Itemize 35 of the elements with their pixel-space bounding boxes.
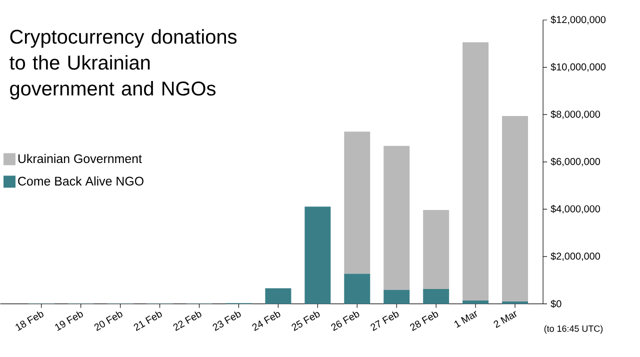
x-tick-label: 25 Feb (292, 312, 320, 332)
x-tick-label: 21 Feb (134, 312, 162, 332)
x-tick-label: 2 Mar (494, 311, 517, 328)
bar (462, 42, 489, 301)
x-tick-label: 26 Feb (331, 312, 360, 332)
y-tick-label: $10,000,000 (550, 63, 606, 72)
x-tick-label: 19 Feb (55, 312, 83, 331)
text: Cryptocurrency donations to the Ukrainian government and NGOs (10, 29, 237, 100)
y-tick-label: $8,000,000 (550, 110, 600, 120)
text: (to 16:45 UTC) (544, 325, 603, 334)
x-tick-label: 24 Feb (252, 312, 280, 332)
bar (502, 116, 528, 302)
bar (462, 300, 489, 304)
bar (384, 146, 410, 290)
x-tick-label: 18 Feb (16, 312, 44, 331)
bar (265, 288, 292, 304)
y-tick-label: $6,000,000 (550, 158, 600, 166)
x-tick-label: 1 Mar (454, 310, 478, 328)
bar (304, 206, 331, 304)
y-tick-label: $12,000,000 (550, 16, 606, 24)
x-tick-label: 28 Feb (410, 312, 438, 332)
legend-label: Ukrainian Government (18, 154, 142, 164)
bar (384, 290, 410, 304)
y-tick-label: $2,000,000 (550, 252, 600, 261)
bar (423, 289, 450, 304)
bar (423, 210, 450, 290)
legend-label: Come Back Alive NGO (18, 176, 144, 186)
bar (344, 274, 370, 304)
y-tick-label: $0 (550, 300, 562, 308)
x-tick-label: 22 Feb (173, 312, 202, 332)
x-tick-label: 20 Feb (94, 312, 122, 332)
y-tick-label: $4,000,000 (550, 204, 600, 214)
x-tick-label: 27 Feb (370, 312, 399, 332)
x-tick-label: 23 Feb (212, 312, 241, 332)
bar (344, 132, 370, 274)
